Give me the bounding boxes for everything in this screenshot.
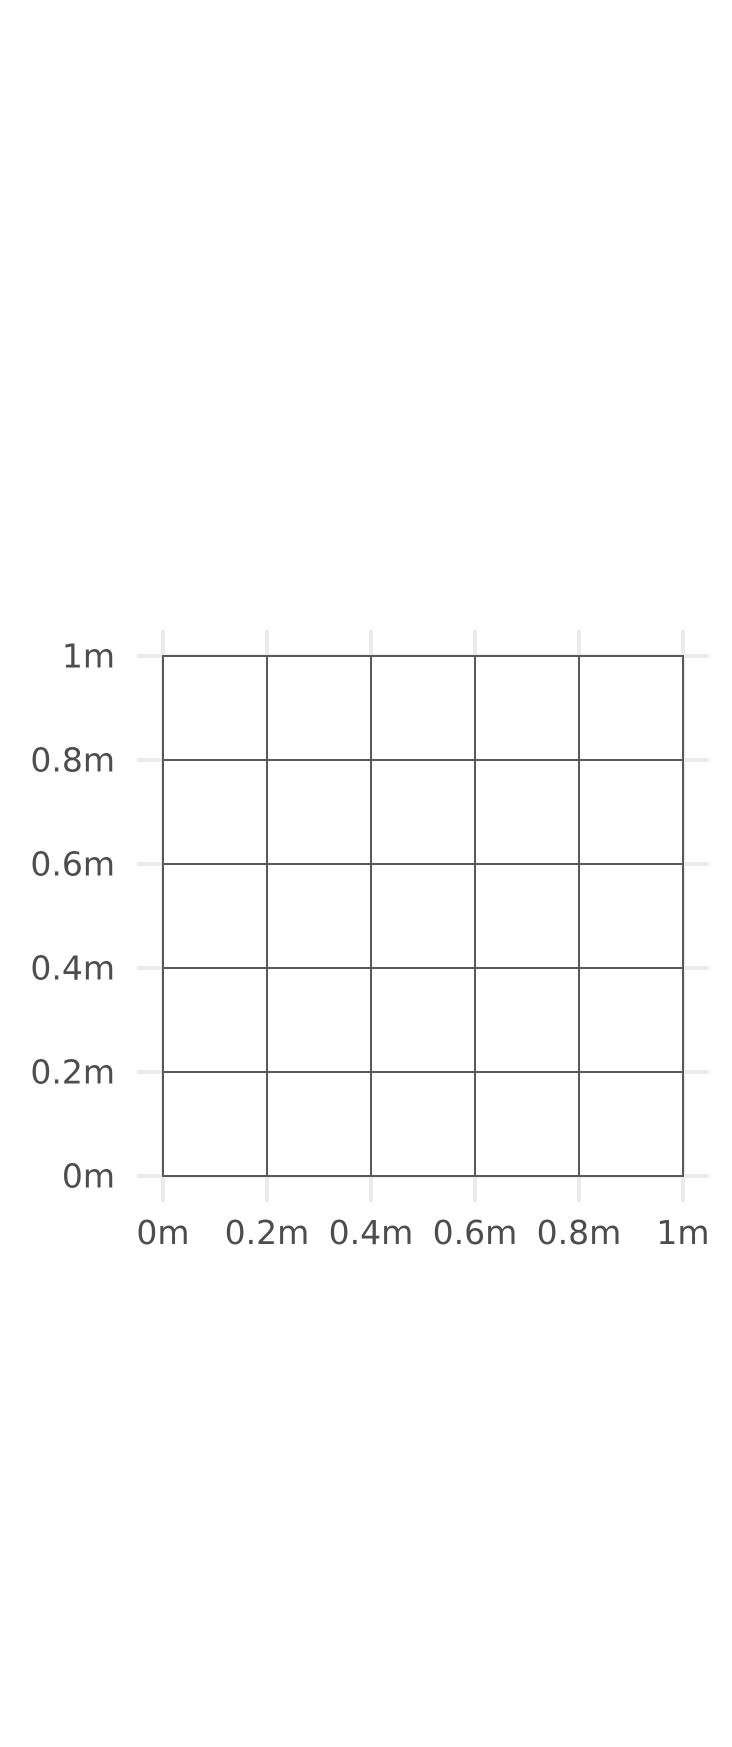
grid-cell [578, 655, 684, 761]
x-tick-label: 0.8m [537, 1213, 622, 1252]
grid-cell [474, 655, 580, 761]
x-tick-label: 0.2m [225, 1213, 310, 1252]
grid-cell [266, 967, 372, 1073]
x-tick-label: 1m [656, 1213, 709, 1252]
grid-cell [578, 1071, 684, 1177]
x-tick-label: 0.4m [329, 1213, 414, 1252]
grid-cell [162, 655, 268, 761]
y-tick-label: 0.2m [30, 1053, 115, 1092]
grid-cell [370, 759, 476, 865]
grid-cell [266, 655, 372, 761]
grid-cell [162, 759, 268, 865]
x-tick-label: 0m [136, 1213, 189, 1252]
grid-cell [370, 655, 476, 761]
y-tick-label: 1m [62, 637, 115, 676]
y-axis: 0m 0.2m 0.4m 0.6m 0.8m 1m [30, 637, 115, 1196]
grid-cell [370, 1071, 476, 1177]
x-axis: 0m 0.2m 0.4m 0.6m 0.8m 1m [136, 1213, 709, 1252]
grid-cell [474, 759, 580, 865]
grid-cell [370, 967, 476, 1073]
grid-cell [474, 863, 580, 969]
grid-cells [162, 655, 684, 1177]
grid-cell [578, 863, 684, 969]
grid-cell [474, 1071, 580, 1177]
grid-cell [474, 967, 580, 1073]
y-tick-label: 0.4m [30, 949, 115, 988]
grid-cell [162, 1071, 268, 1177]
grid-cell [266, 759, 372, 865]
y-tick-label: 0.6m [30, 845, 115, 884]
grid-cell [266, 1071, 372, 1177]
grid-cell [162, 967, 268, 1073]
grid-cell [578, 967, 684, 1073]
y-tick-label: 0.8m [30, 741, 115, 780]
y-tick-label: 0m [62, 1157, 115, 1196]
grid-cell [266, 863, 372, 969]
grid-cell [578, 759, 684, 865]
grid-cell [162, 863, 268, 969]
grid-cell [370, 863, 476, 969]
x-tick-label: 0.6m [433, 1213, 518, 1252]
